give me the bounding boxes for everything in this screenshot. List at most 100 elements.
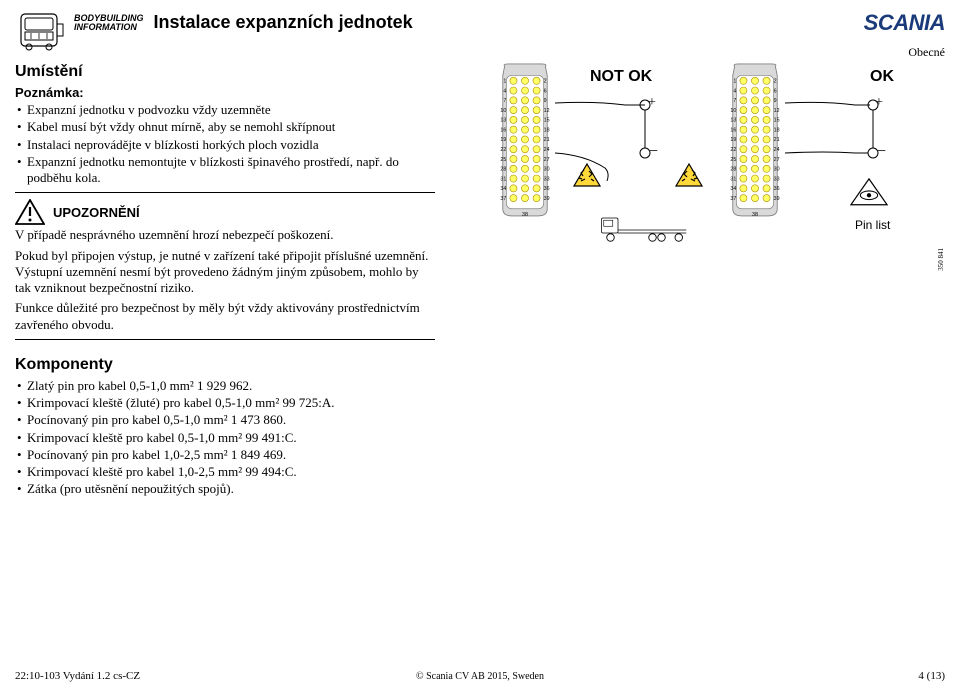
brand-logo: SCANIA (864, 10, 945, 36)
wires-ok (785, 63, 895, 233)
bi-label: BODYBUILDING INFORMATION (74, 14, 144, 32)
svg-text:12: 12 (544, 108, 550, 114)
svg-text:31: 31 (730, 176, 736, 182)
eye-icon (850, 178, 888, 206)
list-item: Expanzní jednotku v podvozku vždy uzemně… (17, 102, 435, 118)
list-item: Kabel musí být vždy ohnut mírně, aby se … (17, 119, 435, 135)
page-title: Instalace expanzních jednotek (154, 12, 413, 33)
svg-text:7: 7 (733, 98, 736, 104)
warning-triangle-icon (573, 163, 601, 187)
svg-text:15: 15 (544, 118, 550, 124)
diagram-code: 350 841 (937, 248, 945, 271)
components-list: Zlatý pin pro kabel 0,5-1,0 mm² 1 929 96… (15, 378, 945, 498)
svg-text:6: 6 (544, 88, 547, 94)
svg-text:33: 33 (774, 176, 780, 182)
svg-text:13: 13 (500, 118, 506, 124)
warning-icon (15, 199, 45, 225)
svg-text:24: 24 (774, 147, 780, 153)
note-label: Poznámka: (15, 85, 435, 100)
list-item: Instalaci neprovádějte v blízkosti horký… (17, 137, 435, 153)
svg-text:21: 21 (544, 137, 550, 143)
components-section: Komponenty Zlatý pin pro kabel 0,5-1,0 m… (0, 346, 960, 498)
svg-text:12: 12 (774, 108, 780, 114)
svg-text:30: 30 (774, 167, 780, 173)
svg-text:22: 22 (500, 147, 506, 153)
list-item: Zátka (pro utěsnění nepoužitých spojů). (17, 481, 945, 497)
connector-not-ok: 1246791012131516181921222425272830313334… (490, 63, 560, 223)
warning-row: UPOZORNĚNÍ (15, 199, 435, 225)
svg-text:27: 27 (544, 157, 550, 163)
category-label: Obecné (908, 45, 945, 60)
connector-ok: 1246791012131516181921222425272830313334… (720, 63, 790, 223)
svg-text:18: 18 (544, 127, 550, 133)
svg-text:1: 1 (733, 79, 736, 85)
main-content: Umístění Poznámka: Expanzní jednotku v p… (0, 53, 960, 346)
svg-text:28: 28 (730, 167, 736, 173)
placement-list: Expanzní jednotku v podvozku vždy uzemně… (15, 102, 435, 186)
svg-text:22: 22 (730, 147, 736, 153)
warning-triangle-icon (675, 163, 703, 187)
warning-p1: V případě nesprávného uzemnění hrozí neb… (15, 227, 435, 243)
diagram-area: NOT OK OK + − + − 1246791012131516181921… (445, 63, 945, 346)
page-header: BODYBUILDING INFORMATION Instalace expan… (0, 0, 960, 53)
list-item: Krimpovací kleště pro kabel 1,0-2,5 mm² … (17, 464, 945, 480)
svg-text:21: 21 (774, 137, 780, 143)
svg-text:16: 16 (500, 127, 506, 133)
list-item: Expanzní jednotku nemontujte v blízkosti… (17, 154, 435, 187)
list-item: Zlatý pin pro kabel 0,5-1,0 mm² 1 929 96… (17, 378, 945, 394)
svg-text:2: 2 (544, 79, 547, 85)
page-footer: 22:10-103 Vydání 1.2 cs-CZ © Scania CV A… (0, 670, 960, 682)
svg-text:28: 28 (500, 167, 506, 173)
warning-label: UPOZORNĚNÍ (53, 205, 140, 220)
svg-text:39: 39 (544, 196, 550, 202)
svg-text:1: 1 (503, 79, 506, 85)
truck-side-icon (600, 215, 690, 245)
svg-text:39: 39 (774, 196, 780, 202)
components-heading: Komponenty (15, 356, 945, 374)
svg-text:13: 13 (730, 118, 736, 124)
svg-text:18: 18 (774, 127, 780, 133)
bi-line2: INFORMATION (74, 23, 144, 32)
svg-text:6: 6 (774, 88, 777, 94)
svg-text:10: 10 (500, 108, 506, 114)
list-item: Krimpovací kleště (žluté) pro kabel 0,5-… (17, 395, 945, 411)
svg-text:37: 37 (500, 196, 506, 202)
pin-list-label: Pin list (855, 218, 890, 232)
svg-text:4: 4 (733, 88, 736, 94)
svg-text:10: 10 (730, 108, 736, 114)
wires-not-ok (555, 63, 665, 233)
placement-heading: Umístění (15, 63, 435, 81)
list-item: Pocínovaný pin pro kabel 0,5-1,0 mm² 1 4… (17, 412, 945, 428)
svg-text:31: 31 (500, 176, 506, 182)
svg-text:38: 38 (522, 212, 528, 218)
svg-text:36: 36 (774, 186, 780, 192)
list-item: Pocínovaný pin pro kabel 1,0-2,5 mm² 1 8… (17, 447, 945, 463)
svg-text:19: 19 (500, 137, 506, 143)
divider (15, 192, 435, 193)
svg-text:9: 9 (544, 98, 547, 104)
truck-icon (15, 8, 70, 53)
svg-text:25: 25 (730, 157, 736, 163)
svg-text:9: 9 (774, 98, 777, 104)
svg-text:34: 34 (500, 186, 506, 192)
svg-text:25: 25 (500, 157, 506, 163)
svg-text:34: 34 (730, 186, 736, 192)
svg-text:24: 24 (544, 147, 550, 153)
svg-text:7: 7 (503, 98, 506, 104)
svg-text:16: 16 (730, 127, 736, 133)
warning-p3: Funkce důležité pro bezpečnost by měly b… (15, 300, 435, 333)
footer-center: © Scania CV AB 2015, Sweden (416, 671, 544, 682)
svg-text:37: 37 (730, 196, 736, 202)
footer-left: 22:10-103 Vydání 1.2 cs-CZ (15, 670, 140, 682)
left-column: Umístění Poznámka: Expanzní jednotku v p… (15, 63, 445, 346)
warning-p2: Pokud byl připojen výstup, je nutné v za… (15, 248, 435, 297)
list-item: Krimpovací kleště pro kabel 0,5-1,0 mm² … (17, 430, 945, 446)
svg-text:2: 2 (774, 79, 777, 85)
svg-text:36: 36 (544, 186, 550, 192)
divider (15, 339, 435, 340)
svg-text:15: 15 (774, 118, 780, 124)
svg-text:30: 30 (544, 167, 550, 173)
svg-text:27: 27 (774, 157, 780, 163)
footer-right: 4 (13) (918, 670, 945, 682)
svg-text:38: 38 (752, 212, 758, 218)
